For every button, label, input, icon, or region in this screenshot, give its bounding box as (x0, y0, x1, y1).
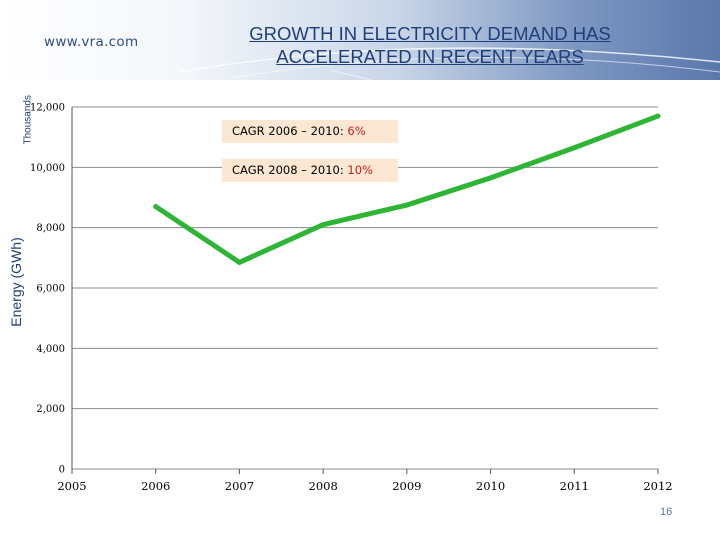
site-url: www.vra.com (44, 34, 139, 50)
y-axis-units: Thousands (22, 95, 34, 145)
x-tick-label: 2008 (309, 479, 338, 493)
page-number: 16 (660, 506, 673, 518)
x-axis-ticks: 2005 2006 2007 2008 2009 2010 2011 2012 (57, 469, 673, 493)
x-tick-label: 2007 (225, 479, 254, 493)
data-point (153, 204, 159, 210)
y-axis-ticks: 0 2,000 4,000 6,000 8,000 10,000 12,000 (30, 103, 65, 476)
data-point (236, 259, 242, 265)
cagr-label: CAGR 2008 – 2010: (232, 163, 344, 177)
data-point (571, 145, 577, 151)
header-banner: www.vra.com GROWTH IN ELECTRICITY DEMAND… (0, 0, 720, 80)
y-tick-label: 8,000 (36, 223, 65, 234)
data-point (655, 113, 661, 119)
data-point (404, 202, 410, 208)
cagr-value: 6% (347, 124, 366, 138)
y-tick-label: 4,000 (36, 344, 65, 355)
y-tick-label: 10,000 (30, 163, 65, 174)
x-tick-label: 2011 (560, 479, 589, 493)
y-tick-label: 6,000 (36, 284, 65, 295)
cagr-label: CAGR 2006 – 2010: (232, 124, 344, 138)
x-tick-label: 2010 (476, 479, 505, 493)
x-tick-label: 2006 (141, 479, 170, 493)
y-tick-label: 12,000 (30, 103, 65, 114)
slide-title: GROWTH IN ELECTRICITY DEMAND HAS ACCELER… (249, 23, 611, 67)
series-group (153, 113, 661, 266)
x-tick-label: 2012 (643, 479, 672, 493)
x-tick-label: 2005 (57, 479, 86, 493)
y-tick-label: 2,000 (36, 404, 65, 415)
x-tick-label: 2009 (392, 479, 421, 493)
data-point (320, 222, 326, 228)
y-tick-label: 0 (59, 465, 65, 476)
cagr-value: 10% (347, 163, 373, 177)
header-swoosh-decoration (179, 47, 720, 80)
gridlines (71, 106, 658, 470)
data-point (488, 175, 494, 181)
cagr-2006-2010-annotation: CAGR 2006 – 2010: 6% (222, 120, 398, 143)
cagr-2008-2010-annotation: CAGR 2008 – 2010: 10% (222, 159, 398, 182)
y-axis-label: Energy (GWh) (8, 237, 24, 327)
